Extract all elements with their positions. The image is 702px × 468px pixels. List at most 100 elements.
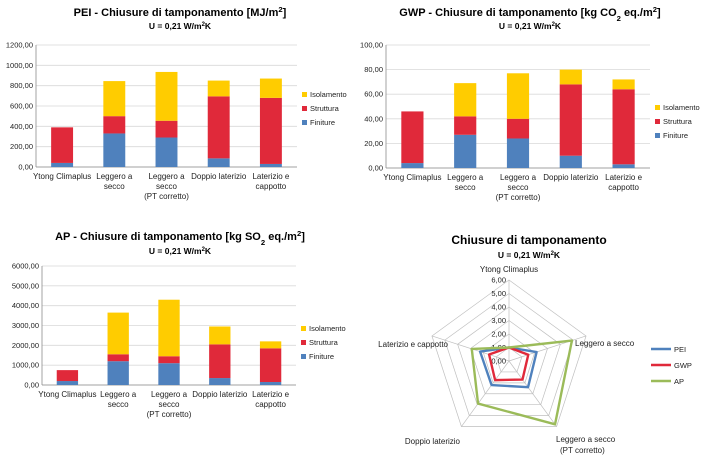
x-category-label: secco [159,400,180,409]
y-tick-label: 4000,00 [12,301,39,310]
chart-subtitle: U = 0,21 W/m2K [149,246,212,256]
bar-finiture [259,163,282,167]
bar-struttura [259,348,282,383]
bar-finiture [207,158,230,167]
y-tick-label: 0,00 [368,164,383,173]
legend-label: Isolamento [310,90,347,99]
x-category-label: Doppio laterizio [192,390,248,399]
bar-struttura [56,370,79,382]
legend-swatch [301,340,306,345]
bar-struttura [209,344,231,379]
x-category-label: secco [104,182,125,191]
radar-axis-label: Leggero a secco [556,435,616,444]
bar-struttura [506,118,530,139]
y-tick-label: 200,00 [10,142,33,151]
y-tick-label: 1200,00 [6,41,33,50]
x-category-label: Leggero a [500,173,537,182]
x-category-label: cappotto [256,182,287,191]
radar-spoke [508,335,587,362]
bar-struttura [401,111,424,164]
radar-series-pei [478,346,538,389]
radar-tick-label: 6,00 [491,276,506,285]
bar-struttura [51,127,74,163]
y-tick-label: 800,00 [10,81,33,90]
bar-struttura [158,356,180,364]
bar-isolamento [612,79,635,90]
bar-struttura [155,120,178,138]
bar-isolamento [207,80,230,97]
legend-label: Isolamento [309,324,346,333]
chart-title: GWP - Chiusure di tamponamento [kg CO2 e… [399,5,661,23]
radar-grid-ring [495,347,523,373]
bar-isolamento [155,71,178,121]
radar-series-ap [470,339,574,426]
legend-label: Finiture [310,118,335,127]
bar-isolamento [454,83,477,117]
x-category-label: secco [156,182,177,191]
legend-swatch [655,133,660,138]
radar-tick-label: 2,00 [491,330,506,339]
x-category-label: Doppio laterizio [191,172,247,181]
x-category-label: Ytong Climaplus [38,390,96,399]
bar-finiture [612,164,635,168]
legend-label: GWP [674,361,692,370]
legend-label: AP [674,377,684,386]
bar-finiture [259,382,282,385]
y-tick-label: 0,00 [18,163,33,172]
y-tick-label: 20,00 [364,139,383,148]
y-tick-label: 1000,00 [12,361,39,370]
x-category-label: Laterizio e [252,390,289,399]
x-category-label: Leggero a [447,173,484,182]
radar-spoke [431,335,510,362]
x-category-label: (PT corretto) [144,192,189,201]
y-tick-label: 80,00 [364,65,383,74]
x-category-label: Ytong Climaplus [33,172,91,181]
radar-tick-label: 5,00 [491,289,506,298]
bar-isolamento [103,81,126,117]
bar-isolamento [506,73,530,119]
legend-label: Isolamento [663,103,700,112]
bar-struttura [454,116,477,135]
bar-finiture [506,138,530,168]
radar-series-gwp [487,346,530,382]
bar-finiture [51,162,74,167]
bar-struttura [103,116,126,134]
radar-grid-ring [431,279,587,427]
legend-swatch [301,326,306,331]
radar-axis-label: Laterizio e cappotto [378,340,448,349]
x-category-label: cappotto [255,400,286,409]
x-category-label: secco [508,183,529,192]
chart-title: AP - Chiusure di tamponamento [kg SO2 eq… [55,229,305,247]
bar-finiture [155,137,178,167]
x-category-label: (PT corretto) [496,193,541,202]
bar-struttura [559,84,582,156]
radar-tick-label: 3,00 [491,316,506,325]
y-tick-label: 100,00 [360,41,383,50]
radar-grid-ring [444,293,574,416]
bar-struttura [259,97,282,164]
x-category-label: (PT corretto) [147,410,192,419]
chart-subtitle: U = 0,21 W/m2K [498,250,561,260]
chart-subtitle: U = 0,21 W/m2K [149,21,212,31]
bar-finiture [401,163,424,168]
bar-isolamento [209,326,231,345]
bar-finiture [559,155,582,168]
radar-tick-label: 4,00 [491,303,506,312]
x-category-label: Ytong Climaplus [383,173,441,182]
chart-title: Chiusure di tamponamento [451,233,606,247]
radar-grid-ring [457,306,561,406]
bar-isolamento [559,69,582,85]
x-category-label: secco [108,400,129,409]
bar-isolamento [158,299,180,357]
x-category-label: Leggero a [96,172,133,181]
radar-spoke [508,360,557,427]
y-tick-label: 1000,00 [6,61,33,70]
y-tick-label: 6000,00 [12,262,39,271]
bar-finiture [107,361,129,385]
radar-axis-label: Doppio laterizio [405,437,461,446]
legend-label: Struttura [310,104,340,113]
legend-label: Finiture [663,131,688,140]
bar-struttura [107,354,129,362]
bar-finiture [454,134,477,168]
bar-struttura [207,96,230,159]
